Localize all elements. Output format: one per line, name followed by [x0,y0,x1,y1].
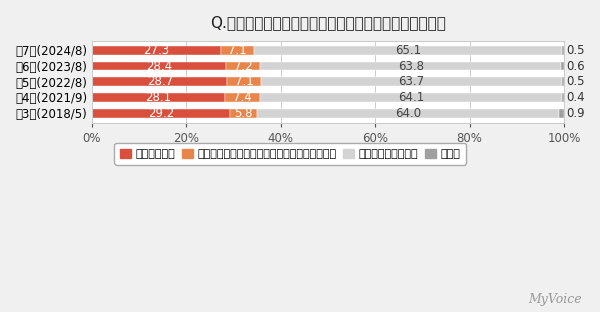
Bar [260,93,562,102]
Bar [561,62,564,71]
Bar [562,77,564,86]
Text: 0.5: 0.5 [566,75,585,88]
Text: 28.1: 28.1 [145,91,172,104]
Text: MyVoice: MyVoice [529,293,582,306]
Bar [221,46,254,55]
Text: 27.3: 27.3 [143,44,169,57]
Bar [92,77,227,86]
Bar [92,109,230,118]
Text: 29.2: 29.2 [148,107,174,120]
Text: 65.1: 65.1 [395,44,421,57]
Text: 28.7: 28.7 [146,75,173,88]
Bar [92,93,224,102]
Bar [562,93,564,102]
Text: 7.1: 7.1 [228,44,247,57]
Text: 64.1: 64.1 [398,91,424,104]
Text: 7.2: 7.2 [233,60,253,73]
Text: 0.4: 0.4 [566,91,585,104]
Text: 5.8: 5.8 [234,107,253,120]
Bar [261,77,562,86]
Bar [224,93,260,102]
Text: 0.5: 0.5 [566,44,585,57]
Bar [559,109,563,118]
Text: 7.1: 7.1 [235,75,254,88]
Bar [226,62,260,71]
Text: 63.7: 63.7 [398,75,424,88]
Bar [260,62,561,71]
Text: 28.4: 28.4 [146,60,172,73]
Text: 64.0: 64.0 [395,107,421,120]
Bar [254,46,562,55]
Title: Q.アンチエイジングに関することを、行っていますか？: Q.アンチエイジングに関することを、行っていますか？ [210,15,446,30]
Bar [92,46,221,55]
Text: 63.8: 63.8 [398,60,424,73]
Bar [92,62,226,71]
Text: 7.4: 7.4 [233,91,251,104]
Bar [227,77,261,86]
Bar [562,46,564,55]
Text: 0.9: 0.9 [566,107,584,120]
Text: 0.6: 0.6 [566,60,585,73]
Bar [257,109,559,118]
Legend: 実施している, 以前は実施していたが、現在は実施していない, 実施したことはない, 無回答: 実施している, 以前は実施していたが、現在は実施していない, 実施したことはない… [115,143,466,164]
Bar [230,109,257,118]
